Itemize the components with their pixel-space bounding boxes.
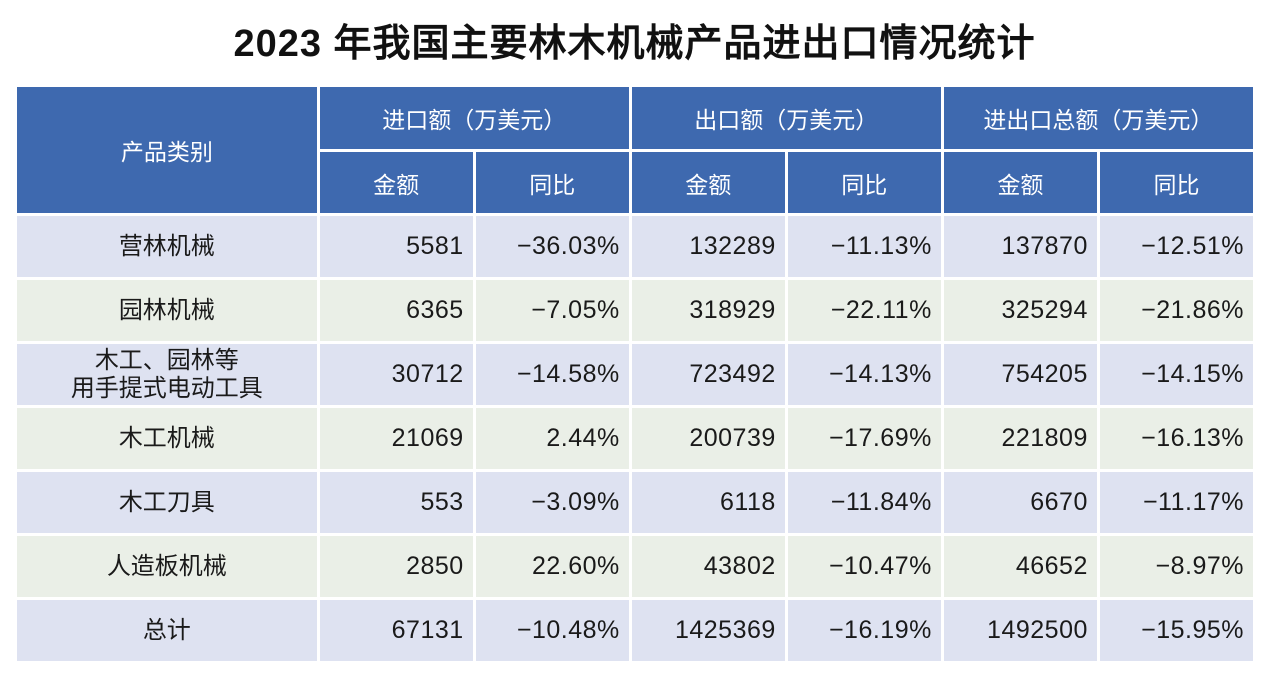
header-import-yoy: 同比 <box>475 152 629 213</box>
import-yoy-cell: −36.03% <box>475 216 629 277</box>
import-export-stats-table: 产品类别 进口额（万美元） 出口额（万美元） 进出口总额（万美元） 金额 同比 … <box>14 84 1256 664</box>
product-cell: 人造板机械 <box>17 536 317 597</box>
export-yoy-cell: −22.11% <box>787 280 941 341</box>
import-amount-cell: 21069 <box>319 408 473 469</box>
page-title: 2023 年我国主要林木机械产品进出口情况统计 <box>233 23 1036 65</box>
import-amount-cell: 30712 <box>319 344 473 405</box>
import-yoy-cell: −7.05% <box>475 280 629 341</box>
import-amount-cell: 67131 <box>319 600 473 661</box>
header-product-category: 产品类别 <box>17 87 317 213</box>
export-amount-cell: 723492 <box>631 344 785 405</box>
header-import-amount: 金额 <box>319 152 473 213</box>
header-row-sub: 金额 同比 金额 同比 金额 同比 <box>17 152 1253 213</box>
product-cell: 总计 <box>17 600 317 661</box>
header-row-groups: 产品类别 进口额（万美元） 出口额（万美元） 进出口总额（万美元） <box>17 87 1253 213</box>
total-amount-cell: 221809 <box>943 408 1097 469</box>
total-amount-cell: 6670 <box>943 472 1097 533</box>
import-yoy-cell: −14.58% <box>475 344 629 405</box>
product-cell: 营林机械 <box>17 216 317 277</box>
table-row: 营林机械 5581 −36.03% 132289 −11.13% 137870 … <box>17 216 1253 277</box>
table-row: 人造板机械 2850 22.60% 43802 −10.47% 46652 −8… <box>17 536 1253 597</box>
export-amount-cell: 200739 <box>631 408 785 469</box>
export-yoy-cell: −11.13% <box>787 216 941 277</box>
export-yoy-cell: −17.69% <box>787 408 941 469</box>
import-yoy-cell: −3.09% <box>475 472 629 533</box>
export-amount-cell: 1425369 <box>631 600 785 661</box>
import-amount-cell: 553 <box>319 472 473 533</box>
total-amount-cell: 46652 <box>943 536 1097 597</box>
header-export-amount: 金额 <box>631 152 785 213</box>
header-group-import: 进口额（万美元） <box>319 87 629 149</box>
total-yoy-cell: −21.86% <box>1099 280 1253 341</box>
import-yoy-cell: 2.44% <box>475 408 629 469</box>
export-amount-cell: 132289 <box>631 216 785 277</box>
total-yoy-cell: −16.13% <box>1099 408 1253 469</box>
header-export-yoy: 同比 <box>787 152 941 213</box>
header-group-total: 进出口总额（万美元） <box>943 87 1253 149</box>
product-cell: 木工机械 <box>17 408 317 469</box>
table-row: 木工刀具 553 −3.09% 6118 −11.84% 6670 −11.17… <box>17 472 1253 533</box>
total-amount-cell: 1492500 <box>943 600 1097 661</box>
total-amount-cell: 137870 <box>943 216 1097 277</box>
export-yoy-cell: −10.47% <box>787 536 941 597</box>
table-row: 木工、园林等 用手提式电动工具 30712 −14.58% 723492 −14… <box>17 344 1253 405</box>
import-yoy-cell: 22.60% <box>475 536 629 597</box>
total-yoy-cell: −8.97% <box>1099 536 1253 597</box>
total-yoy-cell: −15.95% <box>1099 600 1253 661</box>
total-amount-cell: 754205 <box>943 344 1097 405</box>
total-yoy-cell: −11.17% <box>1099 472 1253 533</box>
export-amount-cell: 43802 <box>631 536 785 597</box>
import-amount-cell: 2850 <box>319 536 473 597</box>
import-amount-cell: 5581 <box>319 216 473 277</box>
product-cell: 木工、园林等 用手提式电动工具 <box>17 344 317 405</box>
header-group-export: 出口额（万美元） <box>631 87 941 149</box>
header-total-amount: 金额 <box>943 152 1097 213</box>
table-row: 园林机械 6365 −7.05% 318929 −22.11% 325294 −… <box>17 280 1253 341</box>
import-yoy-cell: −10.48% <box>475 600 629 661</box>
product-cell: 园林机械 <box>17 280 317 341</box>
total-yoy-cell: −14.15% <box>1099 344 1253 405</box>
export-amount-cell: 6118 <box>631 472 785 533</box>
import-amount-cell: 6365 <box>319 280 473 341</box>
table-row-total: 总计 67131 −10.48% 1425369 −16.19% 1492500… <box>17 600 1253 661</box>
export-amount-cell: 318929 <box>631 280 785 341</box>
export-yoy-cell: −14.13% <box>787 344 941 405</box>
total-amount-cell: 325294 <box>943 280 1097 341</box>
total-yoy-cell: −12.51% <box>1099 216 1253 277</box>
header-total-yoy: 同比 <box>1099 152 1253 213</box>
product-cell: 木工刀具 <box>17 472 317 533</box>
table-row: 木工机械 21069 2.44% 200739 −17.69% 221809 −… <box>17 408 1253 469</box>
export-yoy-cell: −11.84% <box>787 472 941 533</box>
export-yoy-cell: −16.19% <box>787 600 941 661</box>
